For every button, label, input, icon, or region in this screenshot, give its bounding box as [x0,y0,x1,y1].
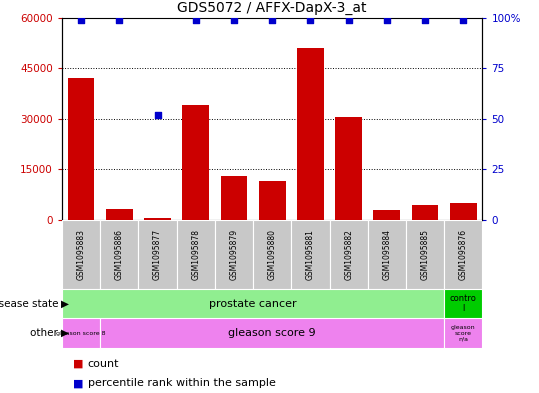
Point [153,112,162,118]
Text: GSM1095877: GSM1095877 [153,229,162,280]
Point [268,17,277,23]
Text: prostate cancer: prostate cancer [209,299,297,309]
Bar [412,205,438,220]
Point [459,17,468,23]
Bar [220,176,247,220]
Text: GSM1095881: GSM1095881 [306,229,315,280]
Text: ▶: ▶ [61,299,70,309]
Text: ■: ■ [73,358,87,369]
Bar [329,220,368,289]
Bar [406,220,444,289]
Text: GSM1095886: GSM1095886 [115,229,124,280]
Bar [444,220,482,289]
Point [306,17,315,23]
Bar [139,220,177,289]
Text: disease state: disease state [0,299,61,309]
Text: gleason score 9: gleason score 9 [229,328,316,338]
Text: gleason score 8: gleason score 8 [57,331,106,336]
Bar [259,181,286,220]
Bar [291,220,329,289]
Bar [450,203,476,220]
Point [77,17,85,23]
Text: GSM1095880: GSM1095880 [268,229,277,280]
Text: GSM1095885: GSM1095885 [420,229,430,280]
Point [115,17,123,23]
Text: contro
l: contro l [450,294,476,313]
Text: percentile rank within the sample: percentile rank within the sample [88,378,276,388]
Text: GSM1095882: GSM1095882 [344,229,353,280]
Bar [144,219,171,220]
Text: GSM1095884: GSM1095884 [382,229,391,280]
Bar [106,209,133,220]
Text: other: other [30,328,61,338]
Text: gleason
score
n/a: gleason score n/a [451,325,475,342]
Bar [297,48,324,220]
Bar [62,318,100,348]
Bar [444,318,482,348]
Bar [100,318,444,348]
Bar [335,117,362,220]
Bar [182,105,209,220]
Bar [68,78,94,220]
Text: GSM1095879: GSM1095879 [230,229,238,280]
Bar [444,289,482,318]
Point [383,17,391,23]
Text: count: count [88,358,119,369]
Bar [253,220,291,289]
Point [344,17,353,23]
Text: GSM1095883: GSM1095883 [77,229,86,280]
Point [421,17,430,23]
Text: GSM1095878: GSM1095878 [191,229,201,280]
Text: ▶: ▶ [61,328,70,338]
Text: ■: ■ [73,378,87,388]
Bar [368,220,406,289]
Bar [374,210,400,220]
Bar [62,220,100,289]
Bar [100,220,139,289]
Title: GDS5072 / AFFX-DapX-3_at: GDS5072 / AFFX-DapX-3_at [177,1,367,15]
Text: GSM1095876: GSM1095876 [459,229,468,280]
Bar [215,220,253,289]
Bar [177,220,215,289]
Point [191,17,200,23]
Point [230,17,238,23]
